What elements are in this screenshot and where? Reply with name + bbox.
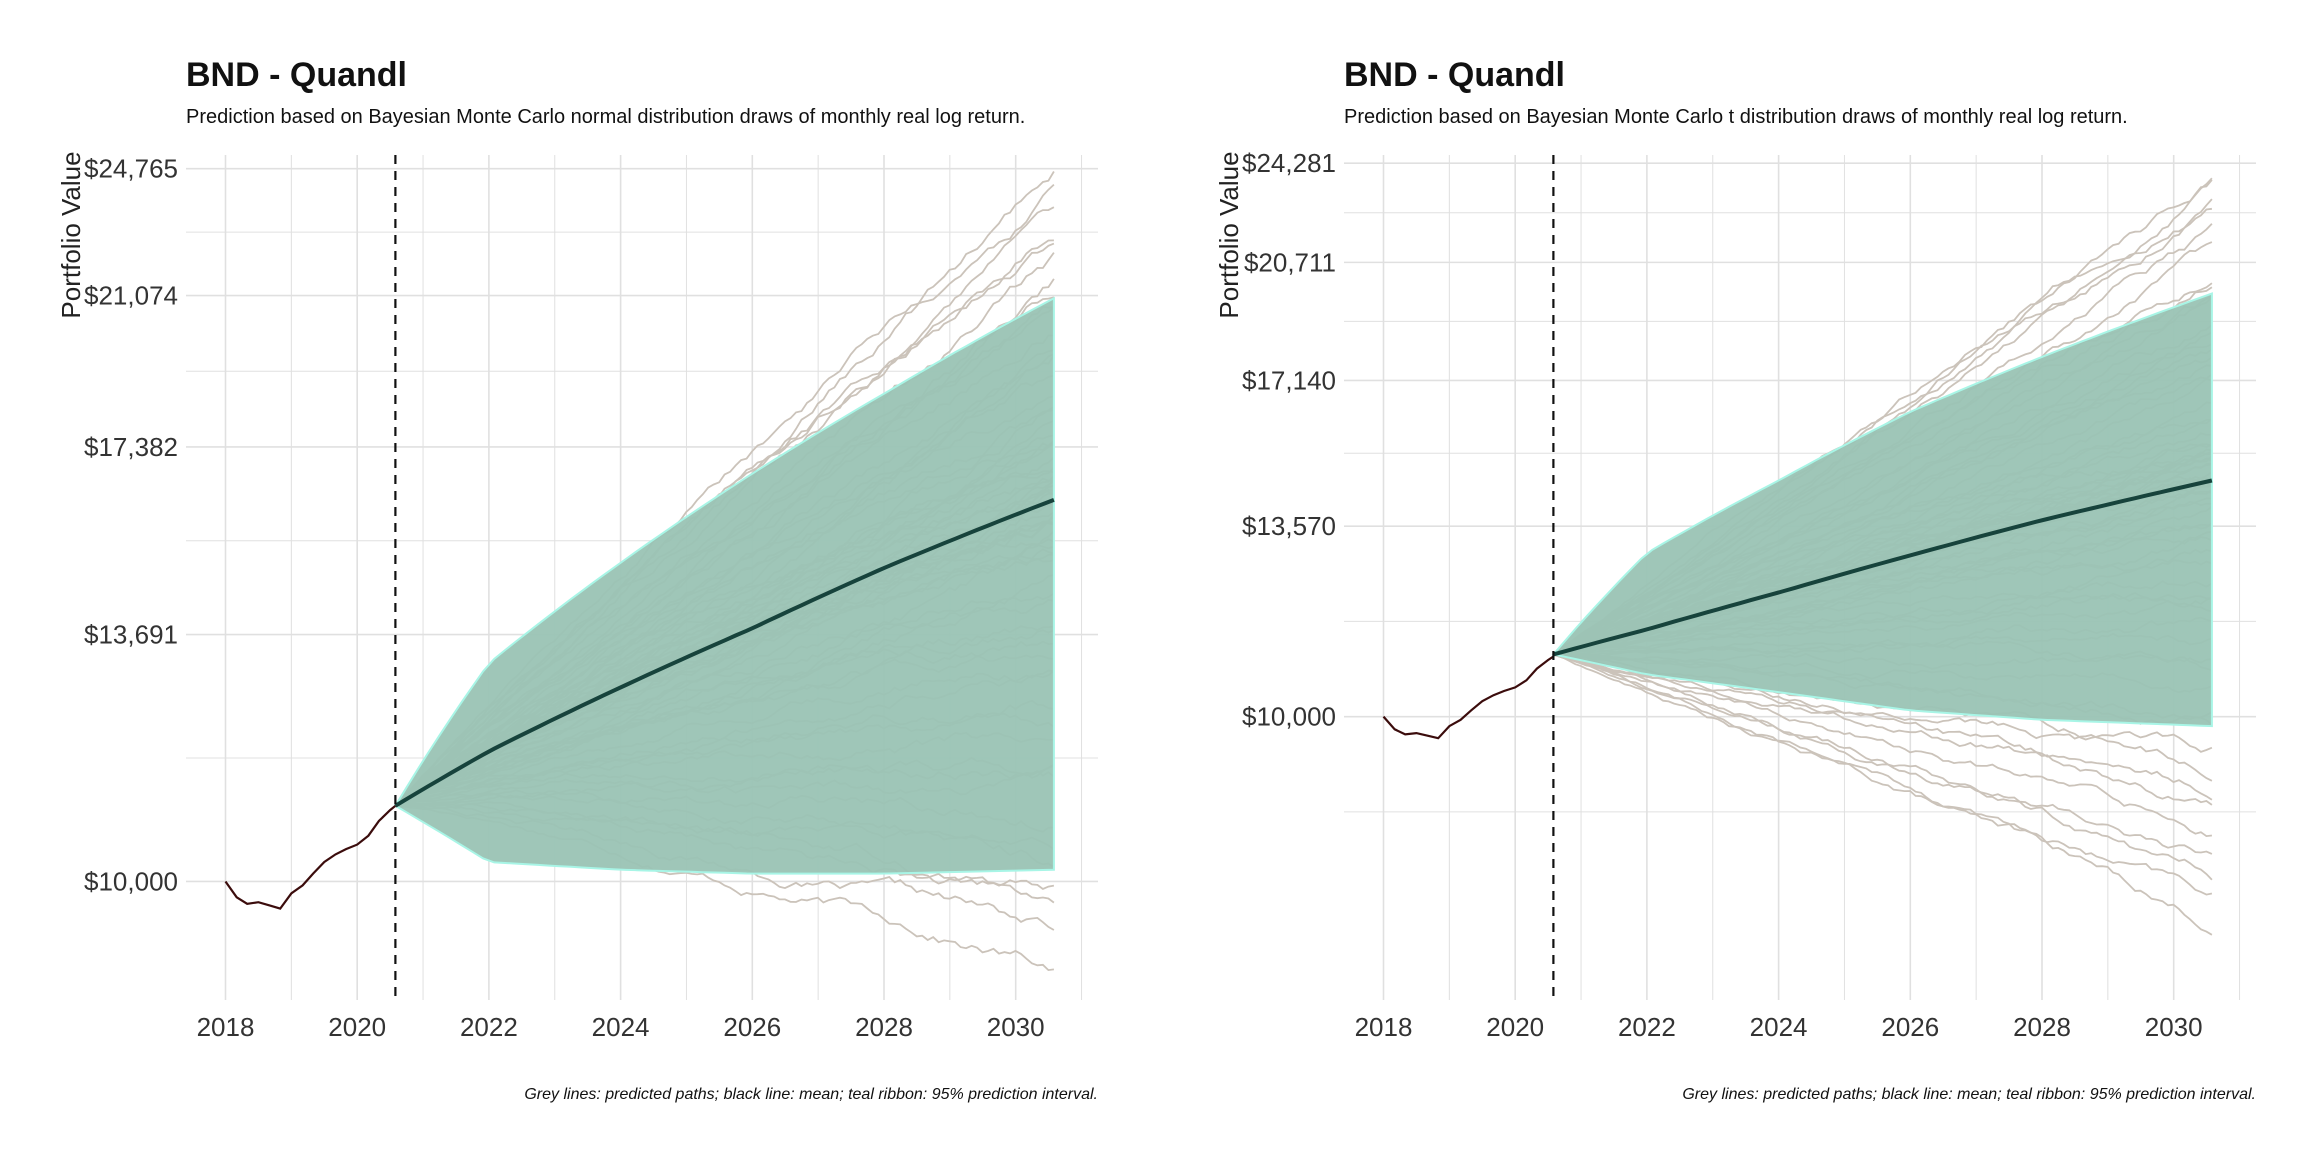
x-tick-label: 2022 (1618, 1012, 1676, 1042)
y-tick-label: $20,711 (1244, 247, 1336, 277)
chart-subtitle: Prediction based on Bayesian Monte Carlo… (186, 106, 1025, 128)
mean-line (394, 498, 1055, 808)
x-tick-label: 2026 (1881, 1012, 1939, 1042)
y-axis-label: Portfolio Value (56, 151, 86, 318)
plot-area: $10,000 $13,570 $17,140 $20,711 $24,281 2018 2… (1242, 148, 2256, 1042)
chart-caption: Grey lines: predicted paths; black line:… (1682, 1086, 2256, 1103)
x-tick-label: 2024 (1750, 1012, 1808, 1042)
prediction-ribbon (394, 296, 1055, 875)
y-axis-label: Portfolio Value (1214, 151, 1244, 318)
x-tick-label: 2028 (855, 1012, 913, 1042)
y-tick-label: $13,570 (1242, 511, 1336, 541)
y-tick-label: $10,000 (1242, 702, 1336, 732)
history-line (1382, 655, 1554, 740)
chart-caption: Grey lines: predicted paths; black line:… (524, 1086, 1098, 1103)
x-tick-label: 2026 (723, 1012, 781, 1042)
y-tick-label: $17,382 (84, 432, 178, 462)
y-tick-label: $21,074 (84, 281, 178, 311)
simulated-path (1553, 653, 2213, 801)
simulated-path (1553, 653, 2213, 896)
y-tick-label: $10,000 (84, 866, 178, 896)
plot-area: $10,000 $13,691 $17,382 $21,074 $24,765 2018 2… (84, 154, 1098, 1042)
y-tick-label: $24,281 (1242, 148, 1336, 178)
simulated-path (1553, 653, 2213, 881)
x-tick-label: 2018 (197, 1012, 255, 1042)
y-tick-label: $24,765 (84, 154, 178, 184)
y-tick-label: $13,691 (84, 620, 178, 650)
x-tick-label: 2018 (1355, 1012, 1413, 1042)
x-tick-label: 2022 (460, 1012, 518, 1042)
chart-title: BND - Quandl (1344, 56, 1565, 94)
x-tick-label: 2030 (2145, 1012, 2203, 1042)
history-line (224, 804, 397, 910)
x-tick-label: 2024 (592, 1012, 650, 1042)
panel-t: BND - Quandl Prediction based on Bayesia… (1214, 56, 2256, 1103)
x-tick-label: 2020 (1486, 1012, 1544, 1042)
x-tick-label: 2028 (2013, 1012, 2071, 1042)
y-tick-label: $17,140 (1242, 365, 1336, 395)
mean-line (1552, 478, 2213, 657)
panel-normal: BND - Quandl Prediction based on Bayesia… (56, 56, 1098, 1103)
x-tick-label: 2020 (328, 1012, 386, 1042)
x-tick-label: 2030 (987, 1012, 1045, 1042)
simulated-path (1553, 653, 2212, 838)
chart-subtitle: Prediction based on Bayesian Monte Carlo… (1344, 106, 2128, 128)
simulated-path (1553, 653, 2213, 936)
chart-title: BND - Quandl (186, 56, 407, 94)
prediction-ribbon (1551, 292, 2213, 728)
